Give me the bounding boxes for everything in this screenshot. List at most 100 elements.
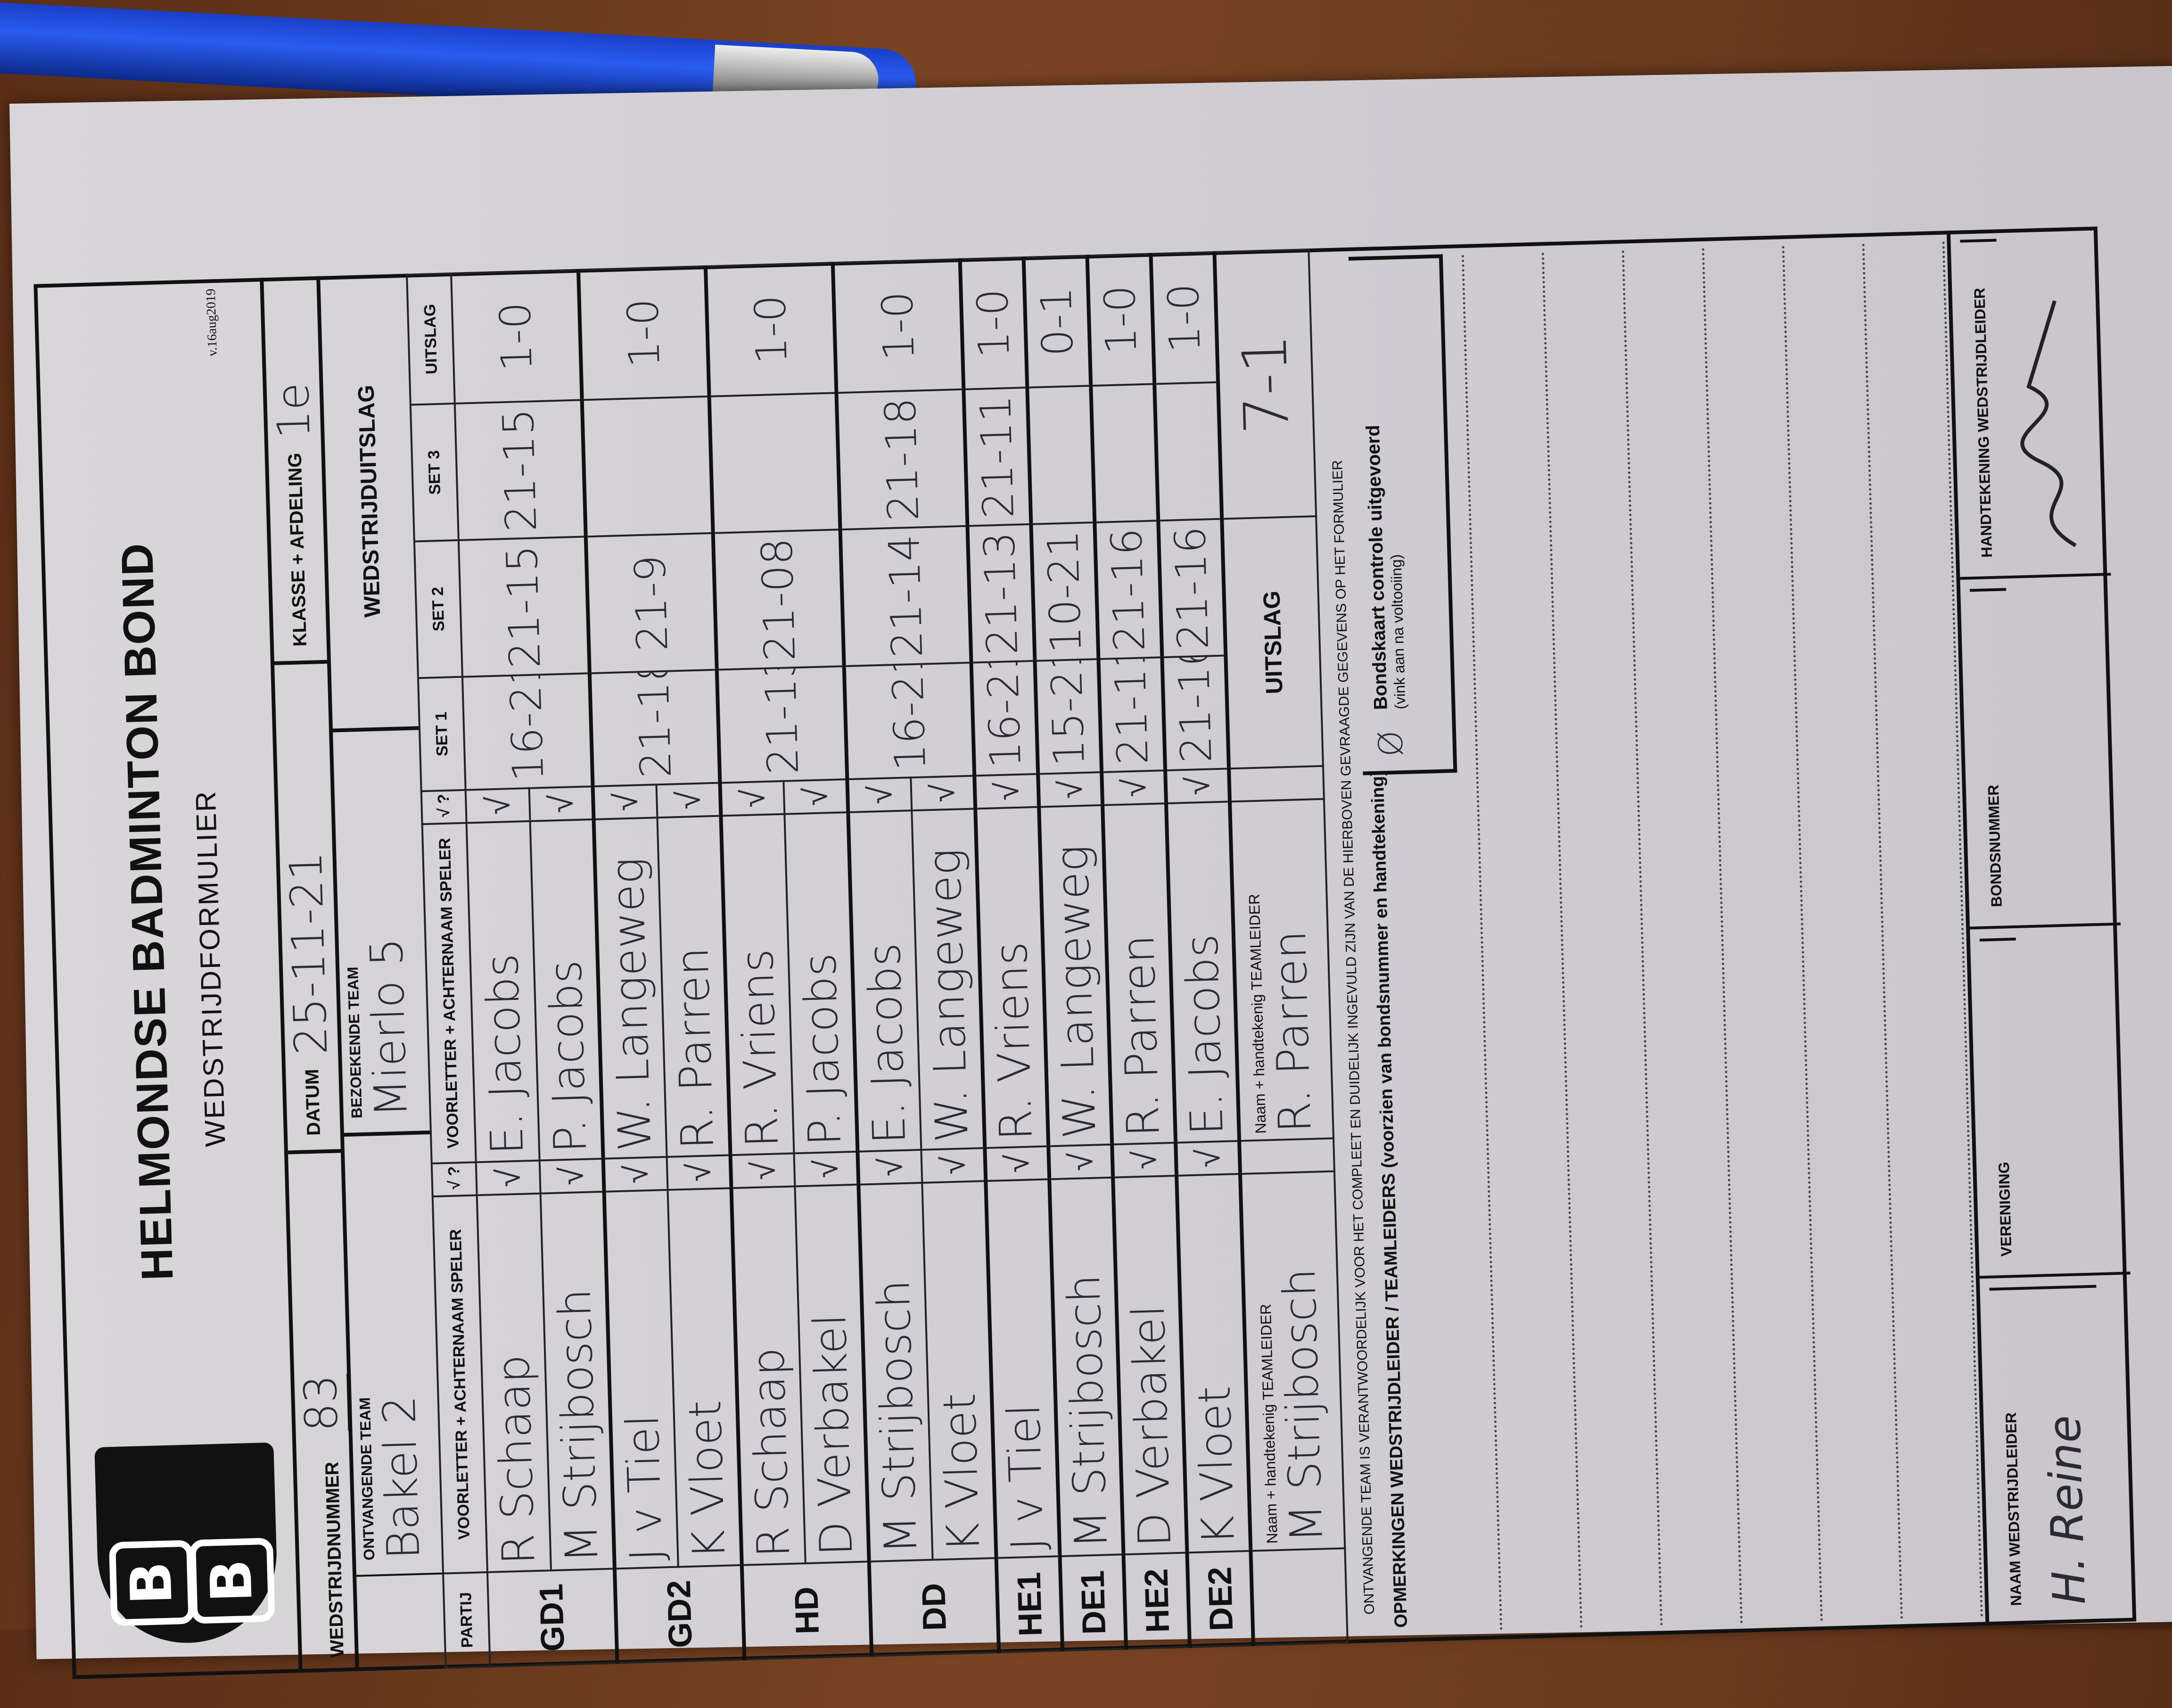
uitslag-cell[interactable]: 1-0 xyxy=(1151,252,1218,384)
away-team-value[interactable]: Mierlo 5 xyxy=(361,937,418,1118)
home-check[interactable]: √ xyxy=(921,1148,986,1183)
set-1-score[interactable]: 21-16 xyxy=(1162,655,1229,771)
away-check[interactable]: √ xyxy=(974,774,1039,809)
away-player[interactable]: R. Parren xyxy=(1102,803,1176,1145)
home-check[interactable]: √ xyxy=(1048,1144,1113,1180)
home-player[interactable]: K Vloet xyxy=(667,1188,742,1567)
away-check[interactable]: √ xyxy=(1165,768,1230,804)
naam-value[interactable]: H. Reine xyxy=(2025,1285,2106,1615)
set-3-score[interactable] xyxy=(582,396,713,537)
set-3-score[interactable]: 21-11 xyxy=(963,388,1031,526)
home-check[interactable]: √ xyxy=(794,1151,859,1187)
home-check[interactable]: √ xyxy=(603,1157,668,1192)
home-check[interactable]: √ xyxy=(730,1153,795,1188)
home-check[interactable]: √ xyxy=(1112,1142,1177,1178)
uitslag-cell[interactable]: 0-1 xyxy=(1023,256,1091,388)
away-check[interactable]: √ xyxy=(529,786,594,821)
set-3-score[interactable] xyxy=(1091,384,1159,523)
away-player[interactable]: R. Vriens xyxy=(975,807,1049,1148)
total-uitslag-value[interactable]: 7-1 xyxy=(1214,249,1316,519)
set-3-score[interactable]: 21-18 xyxy=(836,389,968,530)
away-player[interactable]: W. Langeweg xyxy=(1039,805,1112,1147)
uitslag-cell[interactable]: 1-0 xyxy=(578,266,709,400)
away-player[interactable]: P. Jacobs xyxy=(530,819,603,1161)
home-player[interactable]: D Verbakel xyxy=(1113,1175,1187,1555)
set-2-score[interactable]: 21-08 xyxy=(713,529,844,670)
home-check[interactable]: √ xyxy=(857,1149,922,1185)
away-leader-name[interactable]: R. Parren xyxy=(1264,930,1322,1134)
away-player[interactable]: P. Jacobs xyxy=(784,812,858,1154)
away-check[interactable]: √ xyxy=(592,784,658,820)
set-3-score[interactable]: 21-15 xyxy=(454,400,586,540)
uitslag-cell[interactable]: 1-0 xyxy=(1087,254,1155,386)
away-check[interactable]: √ xyxy=(911,776,976,811)
uitslag-cell[interactable]: 1-0 xyxy=(451,270,582,404)
signature xyxy=(2020,300,2077,548)
home-player[interactable]: K Vloet xyxy=(1176,1174,1251,1553)
away-player[interactable]: W. Langeweg xyxy=(593,817,667,1159)
set-1-score[interactable]: 16-21 xyxy=(971,660,1038,776)
set-2-score[interactable]: 21-16 xyxy=(1094,520,1162,660)
set-3-score[interactable] xyxy=(709,393,840,533)
set-2-score[interactable]: 21-14 xyxy=(840,526,971,667)
set-2-score[interactable]: 21-9 xyxy=(585,533,717,674)
set-1-score[interactable]: 16-21 xyxy=(462,673,593,790)
away-player[interactable]: W. Langeweg xyxy=(912,809,985,1150)
home-player[interactable]: R Schaap xyxy=(477,1193,551,1572)
away-check[interactable]: √ xyxy=(720,781,785,816)
home-check[interactable]: √ xyxy=(666,1155,732,1190)
home-leader-name[interactable]: M Strijbosch xyxy=(1273,1268,1333,1543)
away-player[interactable]: E. Jacobs xyxy=(1166,801,1240,1143)
home-check[interactable]: √ xyxy=(539,1158,604,1194)
away-player[interactable]: E. Jacobs xyxy=(848,810,921,1152)
set-3-score[interactable] xyxy=(1027,386,1095,524)
bondskaart-checkbox[interactable]: Ø xyxy=(1371,730,1411,757)
home-player[interactable]: M Strijbosch xyxy=(540,1191,615,1571)
home-leader[interactable]: Naam + handtekenig TEAMLEIDER M Strijbosc… xyxy=(1240,1171,1345,1551)
set-2-score[interactable]: 10-21 xyxy=(1031,522,1099,661)
set-1-score[interactable]: 21-11 xyxy=(1098,657,1166,772)
away-check[interactable]: √ xyxy=(847,777,912,812)
nummer-value[interactable]: 83 xyxy=(295,1374,350,1433)
col-set2: SET 2 xyxy=(414,540,462,678)
datum-value[interactable]: 25-11-21 xyxy=(280,850,338,1056)
set-2-score[interactable]: 21-15 xyxy=(458,536,590,677)
home-player[interactable]: K Vloet xyxy=(922,1181,996,1560)
uitslag-cell[interactable]: 1-0 xyxy=(960,257,1028,389)
partij-cell: HE2 xyxy=(1123,1552,1190,1649)
partij-cell: DE2 xyxy=(1187,1551,1253,1647)
away-player[interactable]: R. Vriens xyxy=(721,814,794,1155)
away-check[interactable]: √ xyxy=(783,779,848,814)
home-player[interactable]: R Schaap xyxy=(731,1186,806,1565)
away-player[interactable]: E. Jacobs xyxy=(466,821,540,1163)
home-check[interactable]: √ xyxy=(985,1146,1050,1181)
home-player[interactable]: M Strijbosch xyxy=(1049,1177,1124,1557)
away-check[interactable]: √ xyxy=(1038,772,1103,807)
klasse-value[interactable]: 1e xyxy=(267,382,321,440)
set-3-score[interactable] xyxy=(1154,382,1222,521)
away-check[interactable]: √ xyxy=(1102,770,1167,805)
set-1-score[interactable]: 21-13 xyxy=(716,666,847,783)
set-1-score[interactable]: 16-21 xyxy=(844,662,975,780)
away-check[interactable]: √ xyxy=(465,788,530,823)
uitslag-cell[interactable]: 1-0 xyxy=(832,259,964,393)
match-form: B B HELMONDSE BADMINTON BOND WEDSTRIJDFO… xyxy=(33,192,2172,1707)
footer-row: NAAM WEDSTRIJDLEIDER H. Reine VERENIGING … xyxy=(1946,226,2140,1626)
away-player[interactable]: R. Parren xyxy=(657,816,731,1157)
set-2-score[interactable]: 21-16 xyxy=(1158,519,1226,658)
set-1-score[interactable]: 15-21 xyxy=(1035,659,1102,774)
set-2-score[interactable]: 21-13 xyxy=(967,524,1035,663)
set-1-score[interactable]: 21-18 xyxy=(589,669,720,787)
away-check[interactable]: √ xyxy=(656,783,721,818)
home-player[interactable]: J v Tiel xyxy=(986,1179,1060,1558)
col-check: √ ? xyxy=(431,1162,477,1196)
away-leader[interactable]: Naam + handtekenig TEAMLEIDER R. Parren xyxy=(1230,799,1334,1141)
home-player[interactable]: M Strijbosch xyxy=(858,1182,933,1562)
home-player[interactable]: D Verbakel xyxy=(795,1184,869,1564)
home-check[interactable]: √ xyxy=(476,1160,541,1196)
uitslag-cell[interactable]: 1-0 xyxy=(705,263,837,396)
col-partij: PARTIJ xyxy=(443,1572,490,1668)
home-team-value[interactable]: Bakel 2 xyxy=(373,1394,430,1560)
home-player[interactable]: J v Tiel xyxy=(604,1189,678,1569)
home-check[interactable]: √ xyxy=(1176,1141,1241,1176)
